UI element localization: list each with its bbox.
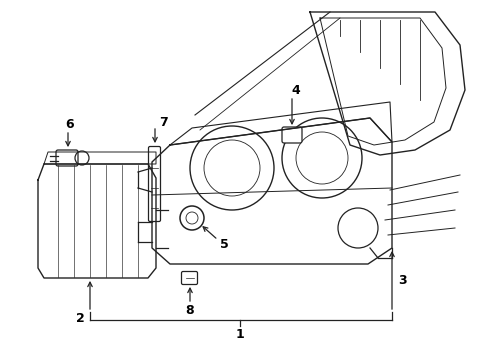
FancyBboxPatch shape [148, 147, 161, 221]
Text: 7: 7 [159, 116, 168, 129]
FancyBboxPatch shape [282, 127, 302, 143]
Text: 3: 3 [398, 274, 406, 287]
FancyBboxPatch shape [181, 271, 197, 284]
FancyBboxPatch shape [56, 150, 78, 166]
Text: 4: 4 [292, 84, 300, 96]
Text: 8: 8 [186, 303, 195, 316]
Text: 6: 6 [66, 118, 74, 131]
Text: 1: 1 [236, 328, 245, 342]
Text: 2: 2 [75, 311, 84, 324]
Text: 5: 5 [220, 238, 228, 251]
